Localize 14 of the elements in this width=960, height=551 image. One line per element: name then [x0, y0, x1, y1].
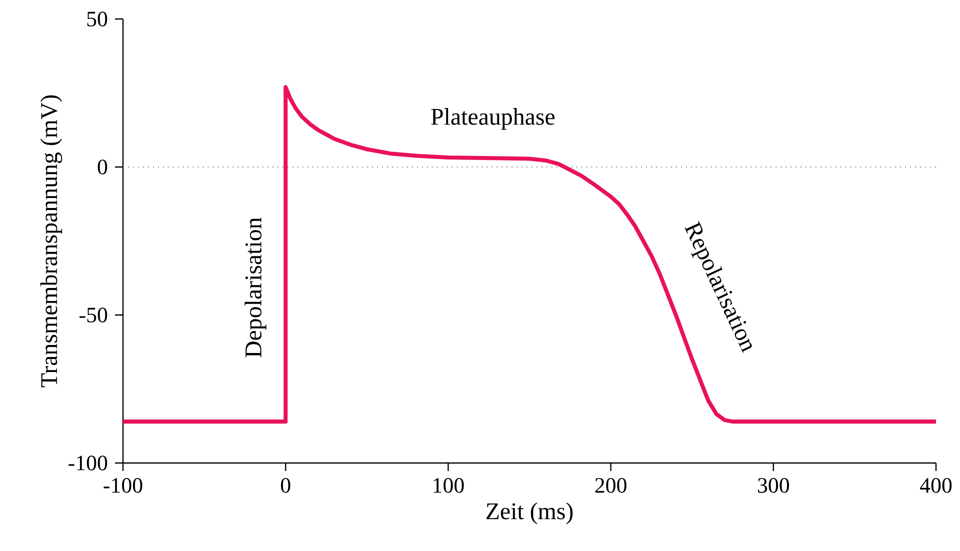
x-tick-label: 300: [758, 478, 790, 493]
x-tick-label: 0: [280, 478, 290, 493]
y-tick-label: 0: [98, 160, 108, 174]
annotation: Plateauphase: [431, 108, 555, 130]
x-tick-label: 100: [434, 478, 464, 493]
x-tick-label: -100: [104, 478, 142, 493]
annotation: Depolarisation: [244, 218, 266, 358]
y-tick-label: -50: [80, 308, 108, 322]
y-tick-label: -100: [68, 456, 108, 470]
x-axis-title: Zeit (ms): [486, 502, 573, 524]
y-axis-title: Transmembranspannung (mV): [40, 95, 62, 388]
y-tick-label: 50: [87, 12, 108, 26]
x-tick-label: 400: [920, 478, 952, 493]
x-tick-label: 200: [595, 478, 626, 493]
